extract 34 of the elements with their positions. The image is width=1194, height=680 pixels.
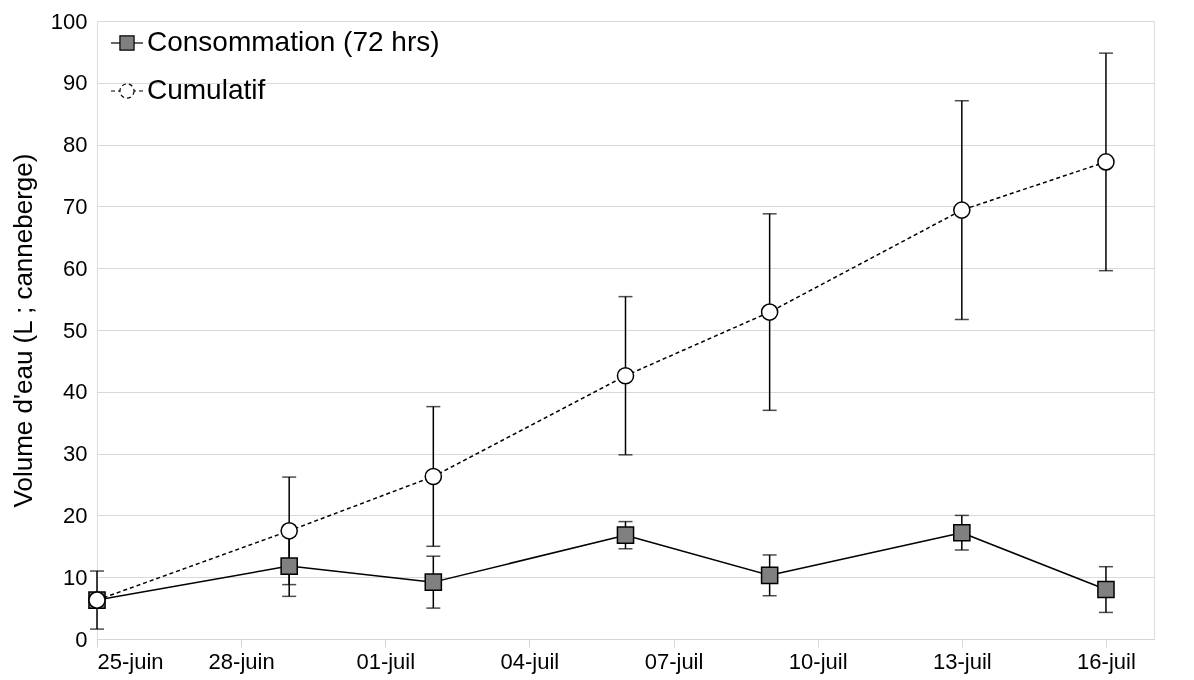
x-tick-label: 07-juil <box>644 648 704 674</box>
y-tick-label: 60 <box>63 255 88 281</box>
point <box>760 566 779 585</box>
y-axis-title: Volume d'eau (L ; canneberge) <box>7 153 38 508</box>
x-tick-label: 25-juin <box>97 648 164 674</box>
y-tick-label: 100 <box>50 8 88 34</box>
x-tick-label: 01-juil <box>356 648 416 674</box>
y-tick-label: 80 <box>63 132 88 158</box>
x-tick-label: 28-juin <box>208 648 275 674</box>
y-tick-label: 40 <box>63 379 88 405</box>
y-tick-label: 50 <box>63 317 88 343</box>
point <box>953 523 971 542</box>
point <box>953 201 971 219</box>
point <box>616 366 635 385</box>
point <box>760 303 779 321</box>
x-tick-label: 04-juil <box>500 648 560 674</box>
point <box>1097 580 1115 599</box>
point <box>424 573 443 591</box>
legend-label: Cumulatif <box>147 74 266 105</box>
point <box>424 467 443 486</box>
point <box>616 526 635 544</box>
y-tick-label: 70 <box>63 193 88 219</box>
x-tick-label: 13-juil <box>932 648 992 674</box>
y-tick-label: 30 <box>63 441 88 467</box>
point <box>280 522 298 540</box>
y-tick-label: 20 <box>63 502 88 528</box>
y-tick-label: 10 <box>63 564 88 590</box>
x-tick-label: 16-juil <box>1077 648 1136 674</box>
y-tick-label: 0 <box>75 626 88 652</box>
y-tick-label: 90 <box>63 70 88 96</box>
x-tick-label: 10-juil <box>788 648 848 674</box>
point <box>280 557 298 575</box>
point <box>1097 153 1115 171</box>
legend-label: Consommation (72 hrs) <box>147 26 440 57</box>
